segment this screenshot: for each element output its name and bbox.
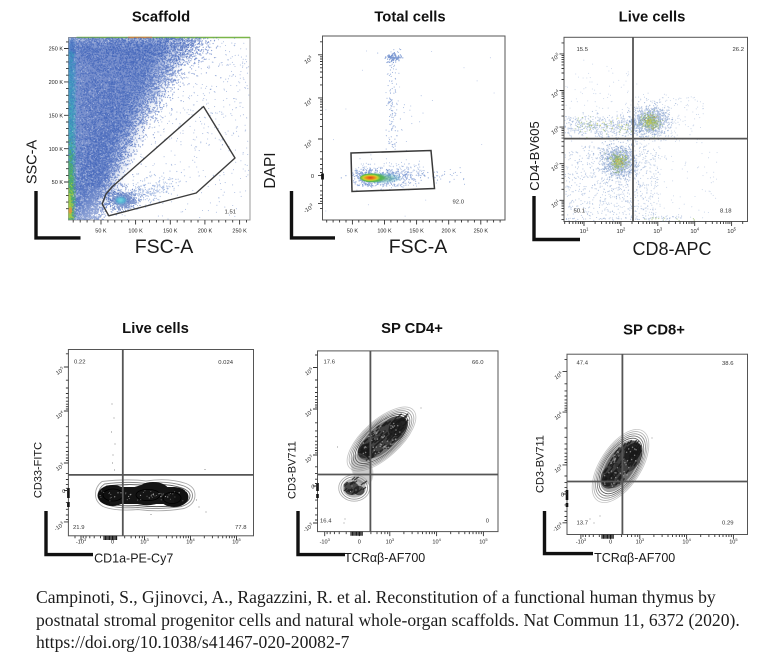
svg-text:Live cells: Live cells	[122, 321, 189, 337]
svg-text:26.2: 26.2	[733, 47, 744, 53]
svg-text:101: 101	[580, 226, 589, 235]
svg-text:105: 105	[232, 537, 240, 546]
svg-text:Total cells: Total cells	[374, 10, 445, 26]
svg-text:FSC-A: FSC-A	[135, 236, 194, 258]
svg-text:102: 102	[549, 161, 562, 173]
svg-text:103: 103	[54, 461, 66, 473]
svg-text:104: 104	[54, 409, 66, 421]
svg-text:150 K: 150 K	[163, 229, 178, 235]
svg-text:250 K: 250 K	[474, 229, 489, 235]
svg-text:1.51: 1.51	[225, 210, 236, 216]
svg-text:101: 101	[549, 197, 562, 209]
svg-text:-103: -103	[551, 521, 564, 534]
svg-text:105: 105	[727, 226, 736, 235]
svg-text:103: 103	[386, 537, 394, 546]
svg-text:92.0: 92.0	[453, 200, 465, 206]
svg-text:100 K: 100 K	[49, 147, 64, 153]
svg-text:150 K: 150 K	[49, 113, 64, 119]
svg-text:0: 0	[609, 540, 612, 546]
svg-text:0: 0	[311, 174, 314, 180]
svg-text:TCRαβ-AF700: TCRαβ-AF700	[344, 551, 425, 565]
svg-text:104: 104	[186, 537, 195, 546]
svg-text:105: 105	[552, 370, 564, 382]
svg-text:-103: -103	[320, 537, 330, 546]
svg-text:103: 103	[303, 453, 315, 465]
svg-text:CD4-BV605: CD4-BV605	[527, 121, 542, 190]
svg-text:105: 105	[549, 51, 562, 63]
svg-text:102: 102	[617, 226, 626, 235]
svg-text:16.4: 16.4	[320, 519, 332, 525]
svg-text:13.7: 13.7	[577, 521, 588, 527]
svg-text:TCRαβ-AF700: TCRαβ-AF700	[594, 551, 675, 565]
svg-text:105: 105	[729, 537, 737, 546]
svg-text:38.6: 38.6	[722, 361, 734, 367]
svg-text:DAPI: DAPI	[262, 152, 279, 188]
svg-text:-103: -103	[52, 520, 65, 533]
svg-text:105: 105	[303, 366, 315, 378]
svg-text:103: 103	[636, 537, 644, 546]
svg-text:104: 104	[552, 410, 564, 422]
svg-text:200 K: 200 K	[198, 229, 213, 235]
svg-text:CD3-BV711: CD3-BV711	[535, 435, 547, 493]
svg-text:100 K: 100 K	[128, 229, 143, 235]
svg-text:105: 105	[54, 365, 66, 377]
svg-text:0.024: 0.024	[218, 360, 233, 366]
svg-text:47.4: 47.4	[577, 361, 589, 367]
svg-text:CD3-BV711: CD3-BV711	[287, 441, 299, 499]
svg-text:104: 104	[432, 537, 441, 546]
svg-text:105: 105	[302, 54, 315, 66]
svg-text:104: 104	[302, 96, 315, 108]
svg-text:-103: -103	[576, 537, 586, 546]
svg-text:0.29: 0.29	[722, 521, 733, 527]
svg-text:77.8: 77.8	[235, 525, 247, 531]
svg-text:Scaffold: Scaffold	[132, 10, 190, 26]
svg-text:104: 104	[690, 226, 699, 235]
svg-text:103: 103	[653, 226, 662, 235]
svg-text:103: 103	[552, 463, 564, 475]
svg-text:104: 104	[682, 537, 691, 546]
svg-text:CD1a-PE-Cy7: CD1a-PE-Cy7	[94, 552, 173, 566]
svg-text:SP CD8+: SP CD8+	[623, 323, 685, 339]
svg-text:0: 0	[311, 485, 314, 491]
svg-text:21.9: 21.9	[73, 525, 84, 531]
svg-text:104: 104	[303, 407, 315, 419]
svg-text:-103: -103	[302, 202, 316, 215]
svg-text:0.22: 0.22	[74, 360, 85, 366]
svg-text:200 K: 200 K	[49, 80, 64, 86]
svg-text:105: 105	[479, 537, 487, 546]
svg-text:250 K: 250 K	[49, 47, 64, 53]
svg-text:104: 104	[549, 88, 562, 100]
svg-text:FSC-A: FSC-A	[389, 236, 448, 258]
svg-text:66.0: 66.0	[472, 360, 484, 366]
svg-text:17.6: 17.6	[324, 360, 336, 366]
svg-text:103: 103	[140, 537, 148, 546]
svg-text:103: 103	[549, 124, 562, 136]
svg-text:100 K: 100 K	[377, 229, 392, 235]
svg-text:Live cells: Live cells	[619, 10, 686, 26]
svg-text:CD33-FITC: CD33-FITC	[33, 442, 45, 498]
svg-text:0: 0	[62, 489, 65, 495]
svg-text:250 K: 250 K	[232, 229, 247, 235]
svg-text:8.18: 8.18	[720, 209, 732, 215]
svg-text:SSC-A: SSC-A	[25, 140, 41, 185]
svg-text:15.5: 15.5	[577, 47, 589, 53]
svg-text:CD8-APC: CD8-APC	[632, 239, 711, 259]
svg-text:50 K: 50 K	[95, 229, 107, 235]
svg-text:50 K: 50 K	[347, 229, 359, 235]
svg-text:0: 0	[561, 493, 564, 499]
svg-text:200 K: 200 K	[442, 229, 457, 235]
svg-text:-103: -103	[301, 521, 314, 534]
svg-text:150 K: 150 K	[409, 229, 424, 235]
svg-text:-103: -103	[76, 537, 86, 546]
svg-text:0: 0	[111, 540, 114, 546]
svg-text:0: 0	[358, 540, 361, 546]
svg-text:103: 103	[302, 138, 315, 150]
svg-text:50.1: 50.1	[574, 209, 585, 215]
svg-text:0: 0	[486, 519, 490, 525]
svg-text:50 K: 50 K	[52, 180, 64, 186]
svg-text:SP CD4+: SP CD4+	[381, 321, 443, 337]
